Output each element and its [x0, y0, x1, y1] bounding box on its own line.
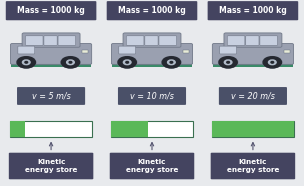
FancyBboxPatch shape [126, 36, 144, 45]
FancyBboxPatch shape [18, 46, 35, 54]
FancyBboxPatch shape [224, 33, 282, 47]
FancyBboxPatch shape [227, 36, 245, 45]
FancyBboxPatch shape [246, 36, 259, 45]
FancyBboxPatch shape [6, 1, 96, 20]
Circle shape [22, 60, 30, 65]
Circle shape [123, 60, 131, 65]
Bar [10, 121, 92, 137]
Circle shape [219, 57, 237, 68]
FancyBboxPatch shape [123, 33, 181, 47]
Bar [111, 121, 193, 137]
Circle shape [118, 57, 136, 68]
Text: Mass = 1000 kg: Mass = 1000 kg [118, 6, 186, 15]
Circle shape [268, 60, 276, 65]
Bar [284, 50, 290, 53]
Bar [112, 64, 192, 67]
Circle shape [224, 60, 232, 65]
Bar [212, 121, 294, 137]
Circle shape [170, 61, 173, 63]
Circle shape [17, 57, 35, 68]
Circle shape [69, 61, 72, 63]
FancyBboxPatch shape [9, 153, 93, 179]
FancyBboxPatch shape [110, 153, 194, 179]
Text: Kinetic
energy store: Kinetic energy store [126, 159, 178, 173]
FancyBboxPatch shape [220, 46, 237, 54]
FancyBboxPatch shape [17, 87, 85, 105]
Bar [10, 121, 25, 137]
Circle shape [271, 61, 274, 63]
FancyBboxPatch shape [208, 1, 298, 20]
Bar [111, 121, 148, 137]
Text: v = 20 m/s: v = 20 m/s [231, 92, 275, 100]
Circle shape [227, 61, 230, 63]
FancyBboxPatch shape [145, 36, 158, 45]
FancyBboxPatch shape [212, 44, 293, 64]
Bar [212, 121, 294, 137]
Circle shape [25, 61, 28, 63]
Circle shape [162, 57, 181, 68]
FancyBboxPatch shape [118, 87, 186, 105]
Bar [82, 50, 88, 53]
Circle shape [67, 60, 74, 65]
Text: v = 10 m/s: v = 10 m/s [130, 92, 174, 100]
FancyBboxPatch shape [260, 36, 278, 45]
Text: Mass = 1000 kg: Mass = 1000 kg [219, 6, 287, 15]
FancyBboxPatch shape [26, 36, 43, 45]
Text: v = 5 m/s: v = 5 m/s [32, 92, 71, 100]
FancyBboxPatch shape [107, 1, 197, 20]
Bar [11, 64, 91, 67]
Bar [212, 64, 293, 67]
FancyBboxPatch shape [119, 46, 136, 54]
FancyBboxPatch shape [58, 36, 76, 45]
FancyBboxPatch shape [159, 36, 177, 45]
Circle shape [168, 60, 175, 65]
Circle shape [263, 57, 282, 68]
FancyBboxPatch shape [11, 44, 92, 64]
FancyBboxPatch shape [219, 87, 287, 105]
Text: Kinetic
energy store: Kinetic energy store [227, 159, 279, 173]
Text: Kinetic
energy store: Kinetic energy store [25, 159, 77, 173]
FancyBboxPatch shape [111, 44, 192, 64]
Circle shape [61, 57, 80, 68]
FancyBboxPatch shape [22, 33, 80, 47]
FancyBboxPatch shape [211, 153, 295, 179]
FancyBboxPatch shape [44, 36, 57, 45]
Circle shape [126, 61, 129, 63]
Bar [183, 50, 189, 53]
Text: Mass = 1000 kg: Mass = 1000 kg [17, 6, 85, 15]
